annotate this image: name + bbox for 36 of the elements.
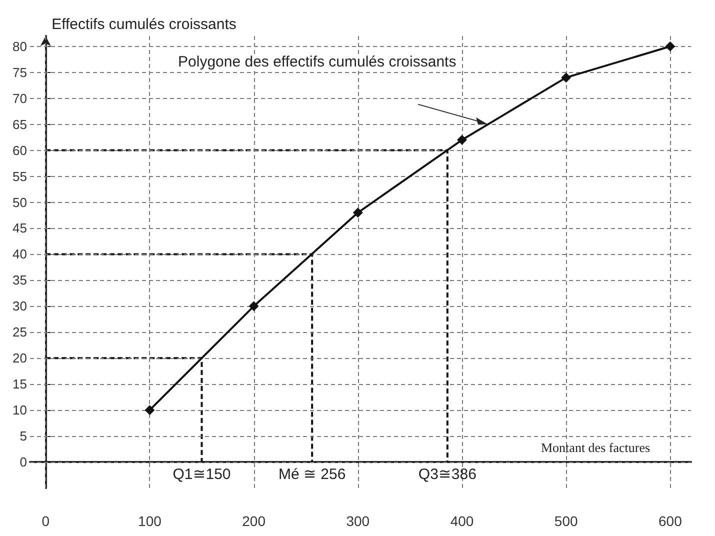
y-tick-label: 10 xyxy=(12,402,27,418)
point xyxy=(456,134,467,145)
point xyxy=(352,208,363,218)
y-tick-label: 35 xyxy=(12,272,27,288)
y-tick-label: 5 xyxy=(20,428,27,444)
x-tick-label: 300 xyxy=(346,513,370,529)
y-tick-label: 65 xyxy=(12,116,27,132)
y-axis-title: Effectifs cumulés croissants xyxy=(52,16,236,33)
point xyxy=(561,72,572,83)
y-tick-label: 45 xyxy=(12,220,27,236)
annotation: Mé ≅ 256 xyxy=(278,466,346,484)
x-tick-label: 500 xyxy=(554,513,578,529)
y-tick-label: 25 xyxy=(12,324,27,340)
y-tick-label: 40 xyxy=(12,246,27,262)
y-tick-label: 0 xyxy=(20,454,27,470)
x-tick-label: 600 xyxy=(658,513,682,529)
point xyxy=(248,301,259,312)
x-tick-label: 100 xyxy=(138,513,162,529)
y-tick-label: 70 xyxy=(12,90,27,106)
x-tick-label: 0 xyxy=(42,513,50,529)
x-axis-title: Montant des factures xyxy=(541,440,650,456)
y-tick-label: 20 xyxy=(12,350,27,366)
y-tick-label: 50 xyxy=(12,194,27,210)
y-tick-label: 55 xyxy=(12,168,27,184)
y-tick-label: 15 xyxy=(12,376,27,392)
annotation: Q1≅150 xyxy=(172,466,231,484)
y-tick-label: 60 xyxy=(12,142,27,158)
y-tick-label: 80 xyxy=(12,38,27,54)
y-tick-label: 30 xyxy=(12,298,27,314)
point xyxy=(144,405,155,416)
y-tick-label: 75 xyxy=(12,64,27,80)
point xyxy=(665,41,676,52)
annotation: Q3≅386 xyxy=(418,466,476,484)
annotation: Polygone des effectifs cumulés croissants xyxy=(178,53,456,70)
x-tick-label: 200 xyxy=(242,513,266,529)
x-tick-label: 400 xyxy=(450,513,474,529)
